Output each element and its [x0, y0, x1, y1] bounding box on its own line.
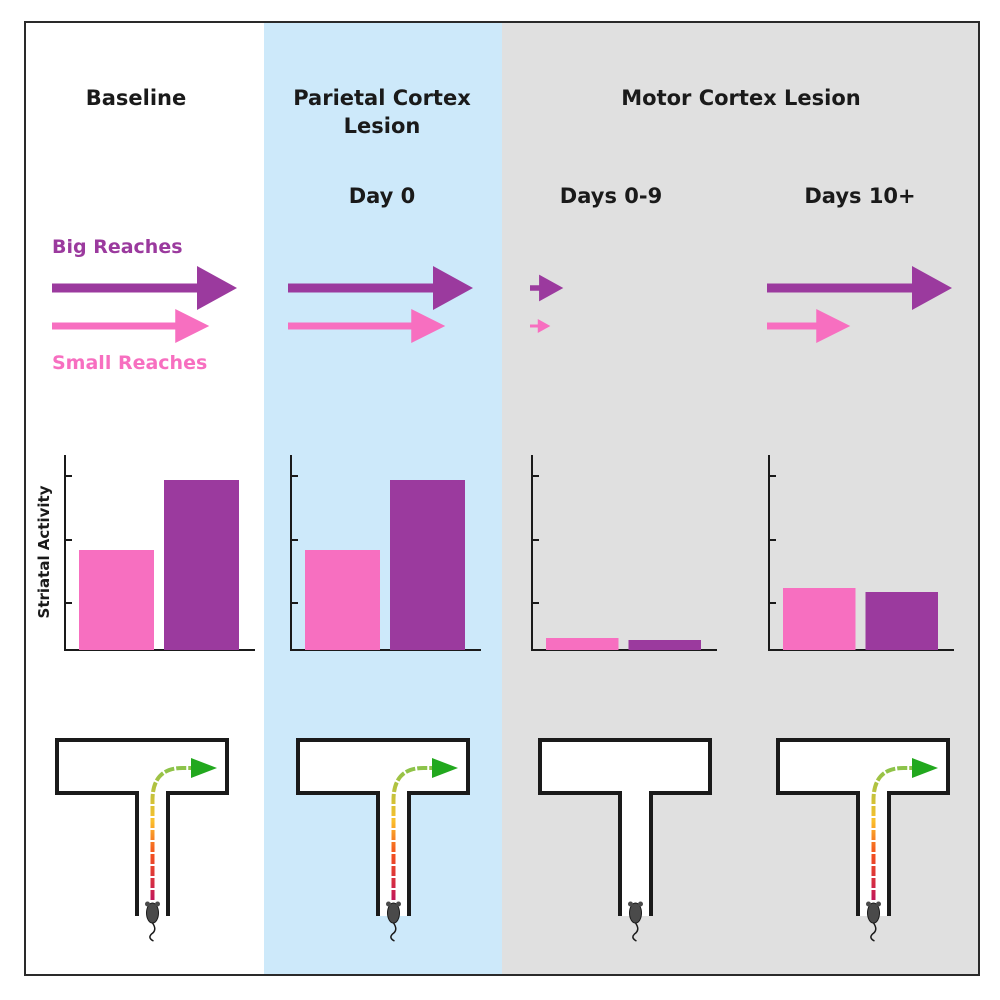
- reach-arrow-big: [288, 266, 473, 310]
- header-baseline: Baseline: [86, 86, 187, 110]
- reach-arrow-small: [530, 319, 551, 333]
- mouse-icon: [866, 901, 881, 942]
- t-maze: [55, 738, 229, 942]
- maze-outline: [776, 738, 950, 916]
- t-maze: [296, 738, 470, 942]
- phase-days-0-9: Days 0-9: [560, 184, 662, 208]
- t-maze: [538, 738, 712, 942]
- phase-day-0: Day 0: [349, 184, 416, 208]
- reach-arrow-small: [288, 309, 446, 343]
- t-mazes: [55, 738, 950, 942]
- motor-background: [502, 23, 978, 974]
- bar-chart: [64, 455, 255, 651]
- reach-arrow-big: [530, 274, 564, 302]
- bar-big-reaches: [865, 592, 938, 650]
- trajectory-path: [150, 766, 197, 900]
- bar-chart: [531, 455, 717, 651]
- trajectory-arrowhead: [191, 758, 217, 778]
- legend-big-reaches: Big Reaches: [52, 236, 183, 258]
- reach-arrow-small: [767, 309, 851, 343]
- bar-big-reaches: [164, 480, 239, 650]
- mouse-icon: [386, 901, 401, 942]
- trajectory-arrowhead: [432, 758, 458, 778]
- header-parietal-line2: Lesion: [344, 114, 421, 138]
- bar-small-reaches: [546, 638, 619, 650]
- bar-small-reaches: [79, 550, 154, 650]
- bar-chart: [768, 455, 954, 651]
- reach-arrows: [52, 266, 952, 343]
- reach-arrow-big: [767, 266, 952, 310]
- mouse-icon: [145, 901, 160, 942]
- mouse-icon: [628, 901, 643, 942]
- maze-outline: [296, 738, 470, 916]
- trajectory-path: [871, 766, 918, 900]
- bar-big-reaches: [390, 480, 465, 650]
- reach-arrow-big: [52, 266, 237, 310]
- bar-big-reaches: [628, 640, 701, 650]
- maze-outline: [538, 738, 712, 916]
- bar-small-reaches: [305, 550, 380, 650]
- header-parietal-line1: Parietal Cortex: [293, 86, 471, 110]
- y-axis-label: Striatal Activity: [35, 485, 53, 618]
- maze-outline: [55, 738, 229, 916]
- bar-small-reaches: [783, 588, 856, 650]
- striatal-activity-charts: [64, 455, 954, 651]
- header-motor: Motor Cortex Lesion: [621, 86, 861, 110]
- phase-days-10-plus: Days 10+: [804, 184, 915, 208]
- reach-arrow-small: [52, 309, 210, 343]
- t-maze: [776, 738, 950, 942]
- legend-small-reaches: Small Reaches: [52, 352, 207, 374]
- trajectory-path: [391, 766, 438, 900]
- bar-chart: [290, 455, 481, 651]
- trajectory-arrowhead: [912, 758, 938, 778]
